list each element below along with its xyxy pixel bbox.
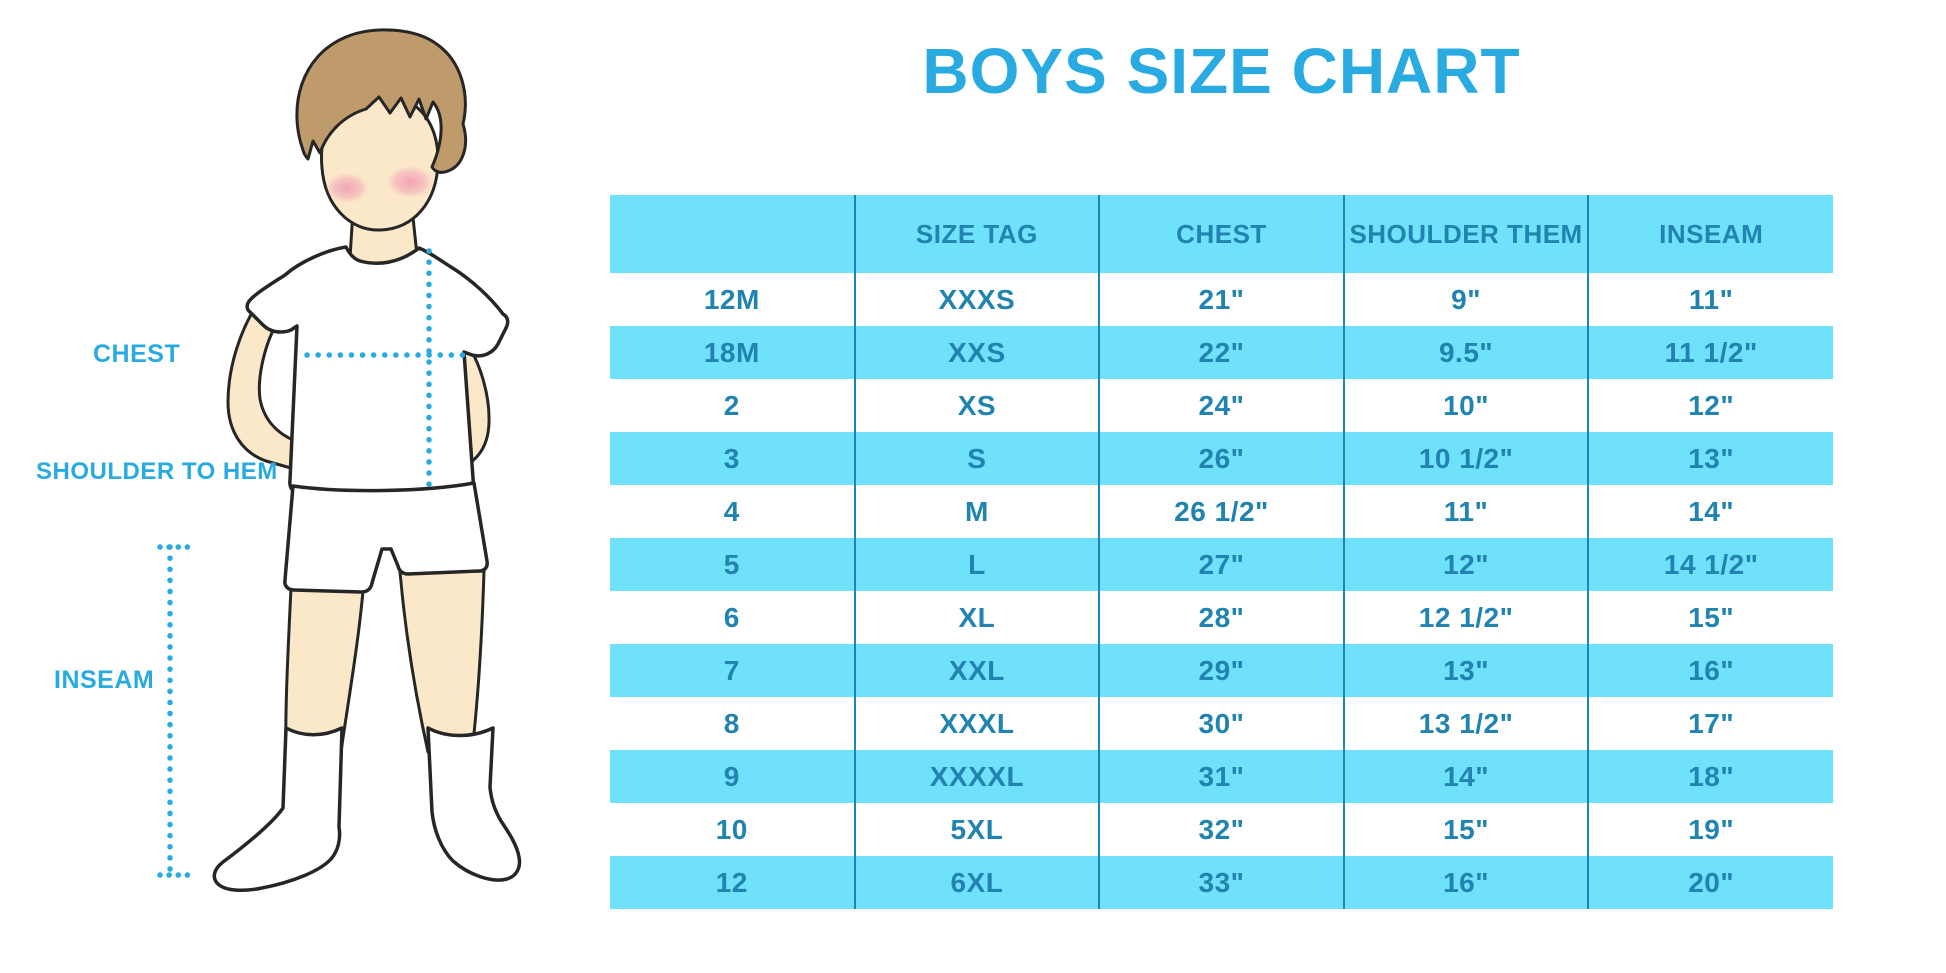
- boy-illustration: [157, 28, 522, 893]
- table-cell: 13": [1587, 432, 1833, 485]
- table-cell: 13 1/2": [1342, 697, 1589, 750]
- table-row: 7 XXL 29" 13" 16": [610, 644, 1833, 697]
- table-row: 12M XXXS 21" 9" 11": [610, 273, 1833, 326]
- table-cell: 18": [1587, 750, 1833, 803]
- table-cell: 11 1/2": [1587, 326, 1833, 379]
- table-cell: XXL: [853, 644, 1100, 697]
- table-cell: 28": [1098, 591, 1344, 644]
- table-cell: 6: [723, 601, 740, 633]
- boy-cheek-right: [387, 166, 433, 198]
- table-cell: 26 1/2": [1098, 485, 1344, 538]
- table-cell: 15": [1587, 591, 1833, 644]
- column-header: SIZE TAG: [853, 195, 1100, 273]
- table-cell: 31": [1098, 750, 1344, 803]
- table-cell: 27": [1098, 538, 1344, 591]
- table-cell: 16": [1587, 644, 1833, 697]
- table-row: 18M XXS 22" 9.5" 11 1/2": [610, 326, 1833, 379]
- table-cell: 12: [715, 866, 748, 898]
- table-cell: 14 1/2": [1587, 538, 1833, 591]
- table-row: 9 XXXXL 31" 14" 18": [610, 750, 1833, 803]
- table-cell: 7: [723, 654, 740, 686]
- table-cell: 32": [1098, 803, 1344, 856]
- table-cell: 16": [1342, 856, 1589, 909]
- table-cell: XS: [853, 379, 1100, 432]
- table-row: 6 XL 28" 12 1/2" 15": [610, 591, 1833, 644]
- boy-leg-right: [398, 569, 486, 754]
- table-cell: 33": [1098, 856, 1344, 909]
- table-cell: 12": [1342, 538, 1589, 591]
- table-row: 8 XXXL 30" 13 1/2" 17": [610, 697, 1833, 750]
- table-cell: 12 1/2": [1342, 591, 1589, 644]
- table-row: 12 6XL 33" 16" 20": [610, 856, 1833, 909]
- table-cell: XXXL: [853, 697, 1100, 750]
- table-cell: 24": [1098, 379, 1344, 432]
- table-cell: 2: [723, 389, 740, 421]
- table-cell: 17": [1587, 697, 1833, 750]
- inseam-label: INSEAM: [54, 666, 155, 694]
- table-cell: XXS: [853, 326, 1100, 379]
- table-cell: L: [853, 538, 1100, 591]
- table-row: 2 XS 24" 10" 12": [610, 379, 1833, 432]
- table-cell: XXXS: [853, 273, 1100, 326]
- page-title: BOYS SIZE CHART: [922, 35, 1521, 107]
- table-cell: XL: [853, 591, 1100, 644]
- table-cell: 30": [1098, 697, 1344, 750]
- boy-sock-right: [426, 726, 522, 882]
- table-cell: 8: [723, 707, 740, 739]
- table-cell: 15": [1342, 803, 1589, 856]
- table-cell: 26": [1098, 432, 1344, 485]
- table-cell: 13": [1342, 644, 1589, 697]
- boy-sock-left: [212, 726, 344, 893]
- table-cell: 9.5": [1342, 326, 1589, 379]
- table-cell: S: [853, 432, 1100, 485]
- table-cell: 3: [723, 442, 740, 474]
- table-cell: 14": [1587, 485, 1833, 538]
- table-cell: 21": [1098, 273, 1344, 326]
- table-row: 4 M 26 1/2" 11" 14": [610, 485, 1833, 538]
- chest-label: CHEST: [93, 340, 181, 368]
- table-cell: 5: [723, 548, 740, 580]
- table-cell: 18M: [703, 336, 760, 368]
- boy-leg-left: [284, 586, 365, 754]
- table-cell: 20": [1587, 856, 1833, 909]
- table-cell: 6XL: [853, 856, 1100, 909]
- header-row: SIZE TAG CHEST SHOULDER THEM INSEAM: [610, 195, 1833, 273]
- column-header: [610, 195, 855, 273]
- column-header: CHEST: [1098, 195, 1344, 273]
- column-header: INSEAM: [1587, 195, 1833, 273]
- size-table: SIZE TAG CHEST SHOULDER THEM INSEAM 12M XXXS…: [610, 195, 1833, 909]
- table-cell: 11": [1342, 485, 1589, 538]
- table-row: 3 S 26" 10 1/2" 13": [610, 432, 1833, 485]
- table-cell: 10 1/2": [1342, 432, 1589, 485]
- size-table-header: SIZE TAG CHEST SHOULDER THEM INSEAM: [610, 195, 1833, 273]
- boy-shorts: [283, 481, 489, 594]
- table-cell: M: [853, 485, 1100, 538]
- table-cell: 12": [1587, 379, 1833, 432]
- table-cell: 4: [723, 495, 740, 527]
- table-cell: 9: [723, 760, 740, 792]
- table-cell: 10": [1342, 379, 1589, 432]
- table-row: 5 L 27" 12" 14 1/2": [610, 538, 1833, 591]
- table-cell: 12M: [703, 283, 760, 315]
- boy-hair: [295, 28, 468, 174]
- table-cell: 19": [1587, 803, 1833, 856]
- table-cell: 10: [715, 813, 748, 845]
- table-row: 10 5XL 32" 15" 19": [610, 803, 1833, 856]
- table-cell: 9": [1342, 273, 1589, 326]
- table-cell: 14": [1342, 750, 1589, 803]
- boy-cheek-left: [326, 173, 368, 203]
- shoulder-to-hem-label: SHOULDER TO HEM: [36, 458, 278, 485]
- size-table-body: 12M XXXS 21" 9" 11" 18M XXS 22" 9.5" 11 1/2" 2 XS 24…: [610, 273, 1833, 909]
- table-cell: 29": [1098, 644, 1344, 697]
- table-cell: XXXXL: [853, 750, 1100, 803]
- column-header: SHOULDER THEM: [1342, 195, 1589, 273]
- table-cell: 11": [1587, 273, 1833, 326]
- table-cell: 5XL: [853, 803, 1100, 856]
- table-cell: 22": [1098, 326, 1344, 379]
